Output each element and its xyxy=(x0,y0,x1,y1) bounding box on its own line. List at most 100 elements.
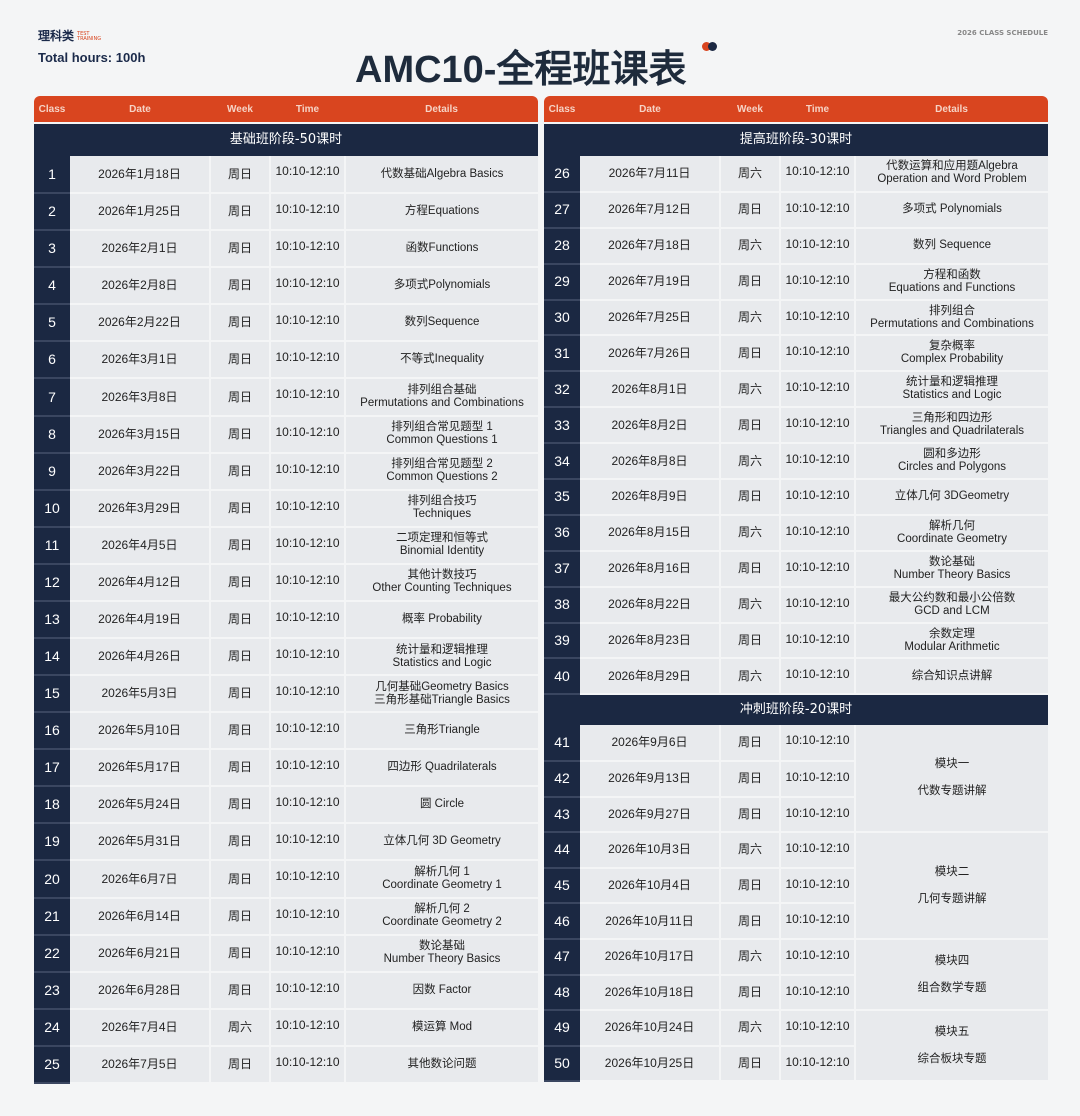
module-details: 模块一 代数专题讲解 xyxy=(855,725,1048,834)
details: 其他数论问题 xyxy=(345,1045,538,1084)
date: 2026年7月12日 xyxy=(580,191,721,229)
time: 10:10-12:10 xyxy=(780,443,856,481)
details: 其他计数技巧 Other Counting Techniques xyxy=(345,563,538,602)
date: 2026年4月5日 xyxy=(70,526,211,565)
table-row: 49 2026年10月24日 周六 10:10-12:10 模块五 综合板块专题 xyxy=(544,1010,1048,1083)
details: 排列组合基础 Permutations and Combinations xyxy=(345,378,538,417)
weekday: 周日 xyxy=(210,415,271,454)
time: 10:10-12:10 xyxy=(270,230,346,269)
weekday: 周日 xyxy=(720,974,781,1012)
class-number: 7 xyxy=(34,378,70,417)
weekday: 周六 xyxy=(720,156,781,193)
weekday: 周日 xyxy=(210,712,271,751)
date: 2026年10月18日 xyxy=(580,974,721,1012)
class-number: 47 xyxy=(544,938,580,976)
weekday: 周日 xyxy=(210,638,271,677)
date: 2026年4月26日 xyxy=(70,638,211,677)
time: 10:10-12:10 xyxy=(270,526,346,565)
total-hours: Total hours: 100h xyxy=(38,50,146,65)
class-number: 30 xyxy=(544,299,580,337)
class-number: 36 xyxy=(544,514,580,552)
weekday: 周日 xyxy=(210,749,271,788)
details: 函数Functions xyxy=(345,230,538,269)
table-row: 24 2026年7月4日 周六 10:10-12:10 模运算 Mod xyxy=(34,1008,538,1047)
details: 数论基础 Number Theory Basics xyxy=(855,550,1048,588)
class-number: 2 xyxy=(34,193,70,232)
weekday: 周日 xyxy=(720,479,781,516)
time: 10:10-12:10 xyxy=(270,600,346,640)
class-number: 16 xyxy=(34,712,70,751)
details: 解析几何 Coordinate Geometry xyxy=(855,514,1048,552)
date: 2026年4月12日 xyxy=(70,563,211,602)
weekday: 周日 xyxy=(720,191,781,229)
weekday: 周日 xyxy=(720,263,781,301)
table-row: 37 2026年8月16日 周日 10:10-12:10 数论基础 Number The… xyxy=(544,550,1048,588)
date: 2026年10月4日 xyxy=(580,867,721,905)
class-number: 45 xyxy=(544,867,580,905)
class-number: 9 xyxy=(34,452,70,491)
table-row: 5 2026年2月22日 周日 10:10-12:10 数列Sequence xyxy=(34,304,538,343)
table-row: 11 2026年4月5日 周日 10:10-12:10 二项定理和恒等式 Binomia… xyxy=(34,526,538,565)
details: 综合知识点讲解 xyxy=(855,658,1048,696)
details: 几何基础Geometry Basics 三角形基础Triangle Basics xyxy=(345,675,538,714)
weekday: 周六 xyxy=(720,658,781,696)
time: 10:10-12:10 xyxy=(780,796,856,834)
logo: 理科类 TEST TRAINING xyxy=(38,27,111,44)
right-schedule-panel: Class Date Week Time Details 提高班阶段-30课时 26 20… xyxy=(544,96,1048,1083)
table-row: 25 2026年7月5日 周日 10:10-12:10 其他数论问题 xyxy=(34,1045,538,1084)
date: 2026年8月15日 xyxy=(580,514,721,552)
time: 10:10-12:10 xyxy=(270,860,346,899)
details: 立体几何 3D Geometry xyxy=(345,823,538,862)
class-number: 20 xyxy=(34,860,70,899)
weekday: 周六 xyxy=(720,443,781,481)
details: 四边形 Quadrilaterals xyxy=(345,749,538,788)
column-header: Class Date Week Time Details xyxy=(544,96,1048,122)
table-row: 33 2026年8月2日 周日 10:10-12:10 三角形和四边形 Triangle… xyxy=(544,407,1048,445)
details: 方程Equations xyxy=(345,193,538,232)
details: 圆和多边形 Circles and Polygons xyxy=(855,443,1048,481)
time: 10:10-12:10 xyxy=(270,156,346,195)
date: 2026年7月18日 xyxy=(580,227,721,265)
details: 数列 Sequence xyxy=(855,227,1048,265)
decorative-dots xyxy=(702,36,717,55)
date: 2026年8月1日 xyxy=(580,371,721,409)
date: 2026年8月16日 xyxy=(580,550,721,588)
table-row: 29 2026年7月19日 周日 10:10-12:10 方程和函数 Equations… xyxy=(544,263,1048,301)
date: 2026年3月8日 xyxy=(70,378,211,417)
weekday: 周日 xyxy=(720,335,781,373)
class-number: 32 xyxy=(544,371,580,409)
weekday: 周日 xyxy=(210,971,271,1010)
date: 2026年9月6日 xyxy=(580,725,721,762)
details: 统计量和逻辑推理 Statistics and Logic xyxy=(345,638,538,677)
column-time: Time xyxy=(295,103,320,115)
details: 排列组合技巧 Techniques xyxy=(345,489,538,528)
class-number: 28 xyxy=(544,227,580,265)
time: 10:10-12:10 xyxy=(270,193,346,232)
weekday: 周日 xyxy=(720,796,781,834)
weekday: 周六 xyxy=(720,832,781,869)
weekday: 周日 xyxy=(210,600,271,640)
column-time: Time xyxy=(805,103,830,115)
column-details: Details xyxy=(425,103,458,115)
class-number: 5 xyxy=(34,304,70,343)
class-number: 23 xyxy=(34,971,70,1010)
table-row: 47 2026年10月17日 周六 10:10-12:10 模块四 组合数学专题 xyxy=(544,938,1048,1012)
table-row: 35 2026年8月9日 周日 10:10-12:10 立体几何 3DGeometry xyxy=(544,479,1048,516)
time: 10:10-12:10 xyxy=(270,452,346,491)
table-row: 27 2026年7月12日 周日 10:10-12:10 多项式 Polynomials xyxy=(544,191,1048,229)
details: 模运算 Mod xyxy=(345,1008,538,1047)
column-week: Week xyxy=(227,103,253,115)
table-row: 7 2026年3月8日 周日 10:10-12:10 排列组合基础 Permutatio… xyxy=(34,378,538,417)
date: 2026年3月15日 xyxy=(70,415,211,454)
class-number: 15 xyxy=(34,675,70,714)
date: 2026年6月28日 xyxy=(70,971,211,1010)
time: 10:10-12:10 xyxy=(270,786,346,825)
table-row: 15 2026年5月3日 周日 10:10-12:10 几何基础Geometry Bas… xyxy=(34,675,538,714)
date: 2026年6月21日 xyxy=(70,934,211,973)
weekday: 周日 xyxy=(720,903,781,940)
weekday: 周日 xyxy=(210,156,271,195)
table-row: 36 2026年8月15日 周六 10:10-12:10 解析几何 Coordinate… xyxy=(544,514,1048,552)
time: 10:10-12:10 xyxy=(780,191,856,229)
time: 10:10-12:10 xyxy=(780,974,856,1012)
time: 10:10-12:10 xyxy=(780,335,856,373)
